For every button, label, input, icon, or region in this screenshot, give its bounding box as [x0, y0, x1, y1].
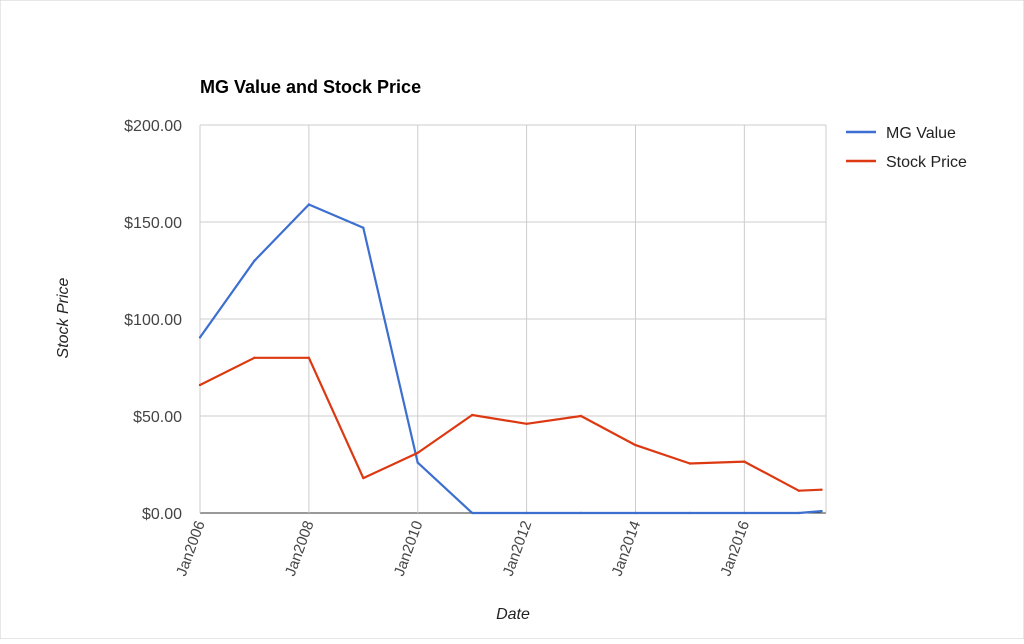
y-tick-label: $150.00	[124, 215, 182, 232]
x-axis-title: Date	[496, 606, 530, 623]
data-point	[525, 422, 528, 425]
data-point	[253, 259, 256, 262]
data-point	[307, 203, 311, 206]
data-point	[307, 356, 311, 359]
data-point	[362, 476, 365, 480]
data-point	[634, 443, 637, 447]
data-point	[688, 462, 692, 465]
data-point	[198, 336, 202, 339]
legend: MG Value Stock Price	[846, 125, 967, 171]
data-point	[471, 511, 474, 515]
y-tick-label: $200.00	[124, 118, 182, 135]
data-point	[634, 511, 637, 515]
data-point	[253, 356, 256, 359]
data-point	[525, 511, 528, 515]
y-tick-label: $0.00	[142, 506, 182, 523]
data-point	[198, 383, 202, 387]
data-point	[362, 226, 365, 229]
y-axis-ticks: $0.00 $50.00 $100.00 $150.00 $200.00	[124, 118, 182, 523]
chart-title: MG Value and Stock Price	[200, 77, 421, 97]
y-tick-label: $50.00	[133, 409, 182, 426]
data-point	[797, 489, 800, 492]
data-point	[416, 451, 419, 455]
data-point	[820, 509, 823, 513]
data-point	[797, 511, 800, 515]
y-axis-title: Stock Price	[55, 277, 72, 358]
gridlines	[199, 124, 827, 514]
data-point	[579, 511, 583, 515]
y-tick-label: $100.00	[124, 312, 182, 329]
data-point	[743, 460, 746, 463]
data-point	[471, 413, 474, 417]
data-point	[743, 511, 746, 515]
data-point	[820, 488, 823, 491]
data-point	[688, 511, 692, 515]
legend-label: MG Value	[886, 125, 956, 142]
series-lines	[198, 203, 823, 515]
data-point	[416, 461, 419, 464]
legend-label: Stock Price	[886, 154, 967, 171]
data-point	[579, 414, 583, 418]
